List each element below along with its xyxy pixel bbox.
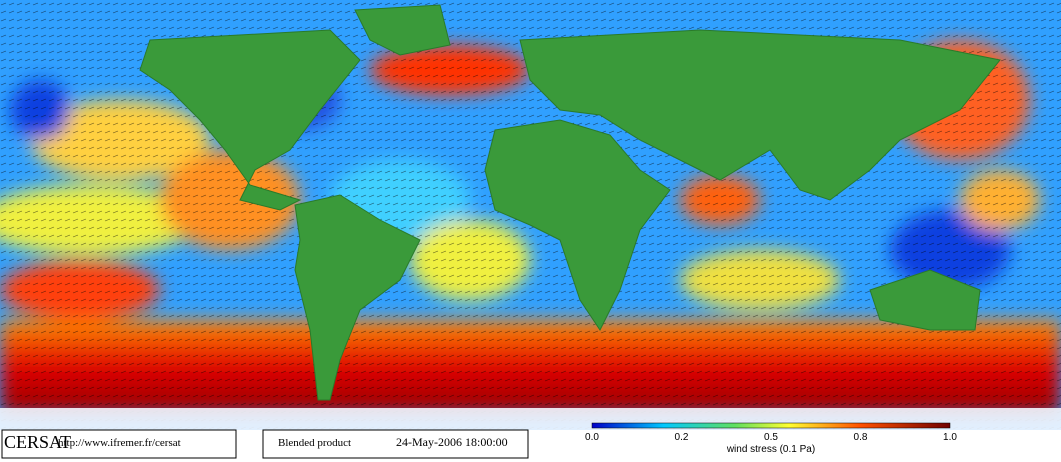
colorbar-tick-label: 0.0 bbox=[585, 432, 599, 443]
continents bbox=[139, 4, 1001, 401]
product: Blended product bbox=[278, 437, 351, 449]
product-box bbox=[262, 429, 529, 459]
colorbar-tick-label: 0.8 bbox=[854, 432, 868, 443]
map bbox=[0, 0, 1061, 430]
colorbar-ramp bbox=[591, 422, 951, 429]
footer: CERSAT http://www.ifremer.fr/cersat Blen… bbox=[0, 429, 1061, 462]
colorbar-label: wind stress (0.1 Pa) bbox=[726, 444, 815, 455]
date: 24-May-2006 18:00:00 bbox=[396, 435, 508, 449]
colorbar-tick-label: 1.0 bbox=[943, 432, 957, 443]
colorbar-tick-label: 0.2 bbox=[675, 432, 689, 443]
brand: CERSAT bbox=[4, 432, 71, 452]
url: http://www.ifremer.fr/cersat bbox=[58, 437, 181, 449]
brand-box bbox=[1, 429, 237, 459]
colorbar: wind stress (0.1 Pa) 0.0 0.2 0.5 0.8 1.0 bbox=[585, 422, 957, 455]
colorbar-tick-label: 0.5 bbox=[764, 432, 778, 443]
